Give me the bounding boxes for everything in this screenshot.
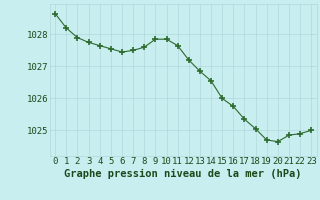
X-axis label: Graphe pression niveau de la mer (hPa): Graphe pression niveau de la mer (hPa): [64, 169, 302, 179]
